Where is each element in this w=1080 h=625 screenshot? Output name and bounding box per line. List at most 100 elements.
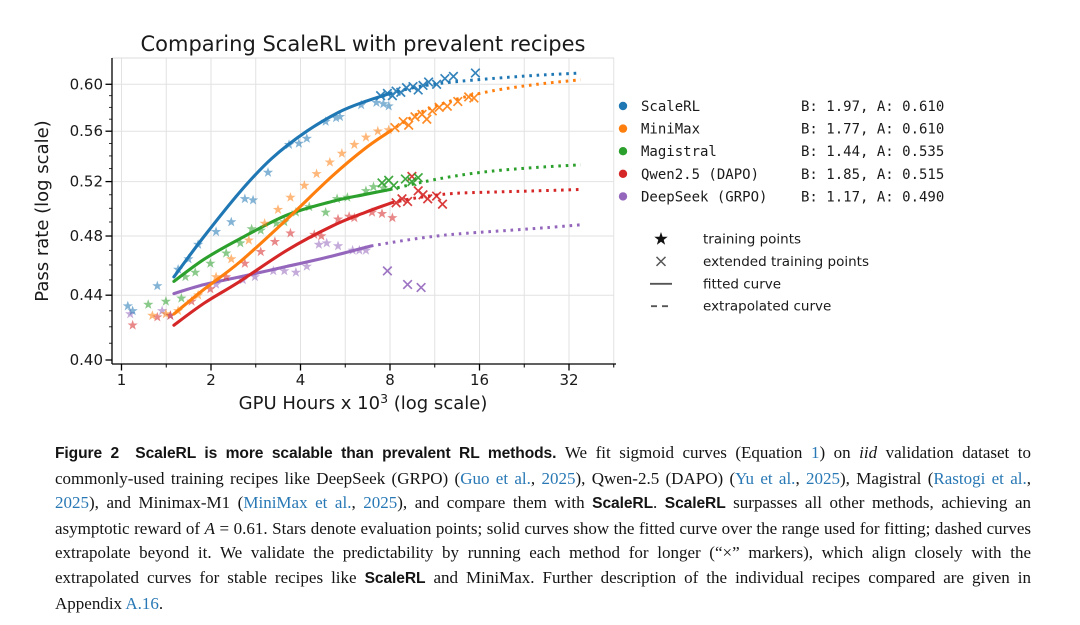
caption-bold-text: ScaleRL (664, 495, 726, 513)
figure-2: 1 2 4 8 16 32 0.40 0.44 0.48 0.52 0.56 0.60 Comparin… (32, 32, 944, 414)
scalerl-extrapolated-curve (389, 71, 581, 95)
caption-text: ), and compare them with (397, 493, 593, 513)
caption-text: A (204, 518, 215, 538)
legend-series-params: B: 1.17, A: 0.490 (801, 189, 944, 205)
x-tick-label: 8 (385, 371, 395, 389)
caption-text: . (653, 493, 665, 513)
figure-caption: Figure 2 ScaleRL is more scalable than p… (55, 441, 1031, 616)
magistral-training-points (143, 181, 389, 309)
legend-row-magistral: Magistral B: 1.44, A: 0.535 (618, 144, 944, 160)
legend-series-name: MiniMax (641, 122, 700, 138)
y-tick-label: 0.40 (70, 351, 103, 369)
caption-text: ), and Minimax-M1 ( (89, 493, 244, 513)
caption-bold-text: ScaleRL (364, 569, 426, 587)
x-tick-label: 4 (296, 371, 306, 389)
y-tick-label: 0.44 (70, 286, 103, 304)
x-marker-icon (655, 256, 667, 267)
axes: 1 2 4 8 16 32 0.40 0.44 0.48 0.52 0.56 0.60 (70, 58, 616, 389)
x-tick-label: 2 (206, 371, 216, 389)
legend-row-deepseek-grpo: DeepSeek (GRPO) B: 1.17, A: 0.490 (618, 189, 944, 205)
legend-swatch (618, 192, 628, 201)
qwen2-5-dapo-extrapolated-curve (391, 188, 581, 205)
caption-text: = 0.61. Stars denote evaluation points; … (55, 518, 1032, 587)
legend-series-params: B: 1.85, A: 0.515 (801, 167, 944, 183)
legend-swatch (618, 124, 628, 133)
marker-legend-label: extended training points (703, 254, 869, 270)
deepseek-grpo-fitted-curve (172, 244, 373, 296)
scalerl-extended-training-points (375, 68, 481, 101)
caption-text: , (795, 468, 807, 488)
marker-legend-row-solid: fitted curve (650, 276, 781, 292)
citation-link[interactable]: 2025 (806, 468, 841, 488)
citation-link[interactable]: MiniMax et al. (243, 493, 352, 513)
citation-link[interactable]: 1 (810, 443, 820, 462)
citation-link[interactable]: 2025 (55, 493, 89, 513)
star-icon (654, 232, 668, 245)
caption-text: surpasses all other methods, achieving a… (55, 493, 1032, 538)
citation-link[interactable]: A.16 (125, 593, 159, 613)
caption-text: , (351, 493, 364, 513)
series-minimax (147, 78, 581, 320)
marker-legend-row-star: training points (654, 232, 801, 248)
x-tick-label: 16 (470, 371, 489, 389)
caption-text: We fit sigmoid curves (Equation (556, 443, 811, 462)
magistral-extended-training-points (377, 172, 424, 191)
caption-bold-text: Figure 2 ScaleRL is more scalable than p… (55, 445, 557, 462)
citation-link[interactable]: 2025 (541, 468, 576, 488)
qwen2-5-dapo-training-points (127, 207, 398, 330)
marker-legend-label: fitted curve (703, 276, 781, 292)
deepseek-grpo-training-points (125, 237, 372, 320)
caption-text: . (158, 593, 164, 613)
scaling-chart: 1 2 4 8 16 32 0.40 0.44 0.48 0.52 0.56 0.60 Comparin… (32, 32, 944, 414)
y-tick-label: 0.56 (70, 122, 103, 140)
y-axis-label: Pass rate (log scale) (32, 120, 53, 301)
scalerl-training-points (122, 97, 394, 316)
x-tick-label: 1 (117, 371, 127, 389)
citation-link[interactable]: Yu et al. (735, 468, 796, 488)
legend-series-params: B: 1.77, A: 0.610 (801, 122, 944, 138)
legend-swatch (618, 147, 628, 156)
legend-row-qwen2-5-dapo: Qwen2.5 (DAPO) B: 1.85, A: 0.515 (618, 167, 944, 183)
citation-link[interactable]: 2025 (363, 493, 398, 513)
chart-title: Comparing ScaleRL with prevalent recipes (141, 32, 586, 56)
series-scalerl (122, 68, 581, 316)
x-tick-label: 32 (559, 371, 578, 389)
caption-text: ), Qwen-2.5 (DAPO) ( (575, 468, 736, 488)
caption-text: , (1026, 468, 1031, 488)
legend-series-name: Magistral (641, 144, 717, 160)
x-axis-label: GPU Hours x 103 (log scale) (239, 391, 488, 414)
legend-series-name: DeepSeek (GRPO) (641, 189, 767, 205)
legend-row-minimax: MiniMax B: 1.77, A: 0.610 (618, 122, 944, 138)
deepseek-grpo-extrapolated-curve (370, 223, 581, 248)
marker-legend-row-dashed: extrapolated curve (651, 299, 831, 315)
caption-text: and MiniMax. Further description of the … (55, 567, 1032, 613)
marker-legend-label: training points (703, 232, 801, 248)
minimax-training-points (147, 124, 394, 320)
minimax-extrapolated-curve (389, 78, 581, 133)
caption-text: ), Magistral ( (840, 468, 934, 488)
deepseek-grpo-extended-training-points (382, 265, 427, 293)
y-tick-label: 0.48 (70, 227, 103, 245)
marker-legend-label: extrapolated curve (703, 299, 831, 315)
legend-row-scalerl: ScaleRL B: 1.97, A: 0.610 (618, 99, 944, 115)
minimax-fitted-curve (172, 129, 392, 316)
y-tick-label: 0.52 (70, 173, 103, 191)
qwen2-5-dapo-fitted-curve (172, 201, 394, 327)
minimax-extended-training-points (389, 91, 479, 133)
series-qwen2-5-dapo (127, 171, 581, 330)
citation-link[interactable]: Guo et al. (460, 468, 531, 488)
legend-swatch (618, 101, 628, 111)
caption-text: iid (859, 443, 878, 462)
legend-series-params: B: 1.44, A: 0.535 (801, 144, 944, 160)
legend-series-name: ScaleRL (641, 99, 700, 115)
caption-text: validation dataset to commonly-used trai… (55, 443, 1032, 488)
legend-series-params: B: 1.97, A: 0.610 (801, 99, 944, 115)
caption-text: ) on (819, 443, 860, 462)
legend: ScaleRL B: 1.97, A: 0.610 MiniMax B: 1.77, … (618, 99, 944, 315)
magistral-extrapolated-curve (389, 163, 581, 191)
citation-link[interactable]: Rastogi et al. (933, 468, 1027, 488)
y-tick-label: 0.60 (70, 75, 103, 93)
legend-series-name: Qwen2.5 (DAPO) (641, 167, 759, 183)
caption-bold-text: ScaleRL (592, 495, 653, 513)
legend-swatch (618, 169, 628, 178)
